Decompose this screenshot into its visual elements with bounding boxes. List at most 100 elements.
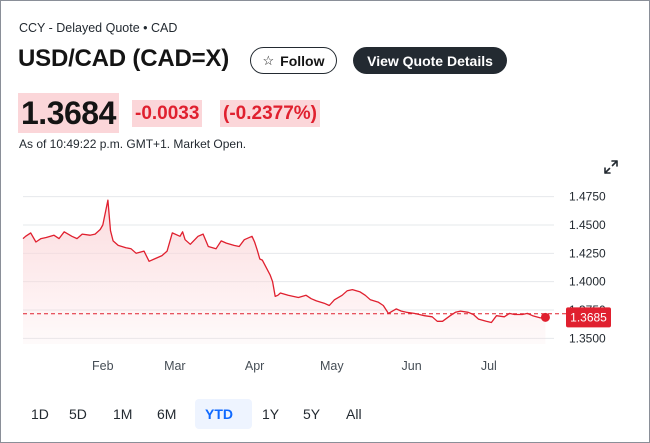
- data-point: [109, 229, 112, 232]
- price-change-percent: (-0.2377%): [220, 100, 320, 127]
- data-point: [112, 239, 115, 242]
- data-point: [467, 311, 470, 314]
- y-tick-label: 1.4000: [569, 275, 606, 289]
- x-tick-label: Jul: [481, 359, 497, 373]
- data-point: [34, 241, 37, 244]
- range-5y[interactable]: 5Y: [303, 406, 321, 422]
- price-area: [23, 200, 546, 344]
- data-point: [215, 247, 218, 250]
- data-point: [377, 301, 380, 304]
- data-point: [271, 280, 274, 283]
- range-5d[interactable]: 5D: [69, 406, 87, 422]
- data-point: [292, 295, 295, 298]
- data-point: [364, 294, 367, 297]
- data-point: [346, 289, 349, 292]
- data-point: [531, 314, 534, 317]
- data-point: [99, 228, 102, 231]
- page-title: USD/CAD (CAD=X): [18, 45, 230, 72]
- y-tick-label: 1.4750: [569, 191, 606, 204]
- expand-arrows-icon[interactable]: [603, 159, 619, 175]
- data-point: [94, 233, 97, 236]
- data-point: [143, 250, 146, 253]
- price-change: -0.0033: [132, 100, 203, 127]
- data-point: [76, 237, 79, 240]
- data-point: [395, 307, 398, 310]
- data-point: [207, 245, 210, 248]
- range-all[interactable]: All: [346, 406, 362, 422]
- data-point: [130, 247, 133, 250]
- data-point: [253, 241, 256, 244]
- data-point: [233, 244, 236, 247]
- x-tick-label: Apr: [245, 359, 264, 373]
- data-point: [423, 314, 426, 317]
- range-1d[interactable]: 1D: [31, 406, 49, 422]
- data-point: [269, 273, 272, 276]
- data-point: [459, 310, 462, 313]
- data-point: [117, 244, 120, 247]
- data-point: [279, 292, 282, 295]
- data-point: [413, 312, 416, 315]
- last-value-dot: [540, 312, 550, 322]
- data-point: [124, 246, 127, 249]
- data-point: [101, 224, 104, 227]
- data-point: [323, 302, 326, 305]
- data-point: [454, 311, 457, 314]
- data-point: [106, 199, 109, 202]
- data-point: [202, 233, 205, 236]
- data-point: [341, 294, 344, 297]
- data-point: [418, 313, 421, 316]
- data-point: [22, 237, 25, 240]
- data-point: [310, 297, 313, 300]
- y-tick-label: 1.4250: [569, 246, 606, 260]
- data-point: [166, 250, 169, 253]
- data-point: [276, 294, 279, 297]
- last-value-label: 1.3685: [570, 310, 607, 324]
- data-point: [521, 313, 524, 316]
- data-point: [153, 258, 156, 261]
- data-point: [274, 295, 277, 298]
- data-point: [287, 294, 290, 297]
- data-point: [243, 238, 246, 241]
- range-ytd[interactable]: YTD: [195, 399, 252, 429]
- data-point: [29, 231, 32, 234]
- data-point: [513, 313, 516, 316]
- data-point: [225, 242, 228, 245]
- data-point: [197, 235, 200, 238]
- range-6m[interactable]: 6M: [157, 406, 177, 422]
- data-point: [449, 314, 452, 317]
- data-point: [63, 230, 66, 233]
- data-point: [220, 239, 223, 242]
- data-point: [359, 290, 362, 293]
- data-point: [261, 259, 264, 262]
- follow-button[interactable]: ☆ Follow: [250, 47, 337, 74]
- x-tick-label: Jun: [402, 359, 422, 373]
- follow-label: Follow: [280, 52, 325, 69]
- data-point: [526, 312, 529, 315]
- data-point: [441, 320, 444, 323]
- data-point: [490, 321, 493, 324]
- y-tick-label: 1.3500: [569, 331, 606, 345]
- data-point: [58, 237, 61, 240]
- data-point: [333, 298, 336, 301]
- range-1y[interactable]: 1Y: [262, 406, 280, 422]
- data-point: [315, 299, 318, 302]
- price-line: [22, 199, 546, 324]
- range-1m[interactable]: 1M: [113, 406, 133, 422]
- x-tick-label: May: [320, 359, 344, 373]
- data-point: [328, 304, 331, 307]
- view-quote-details-button[interactable]: View Quote Details: [353, 47, 507, 74]
- data-point: [472, 313, 475, 316]
- exchange-line: CCY - Delayed Quote • CAD: [19, 21, 178, 35]
- data-point: [88, 234, 91, 237]
- data-point: [369, 298, 372, 301]
- star-icon: ☆: [262, 52, 275, 68]
- data-point: [179, 235, 182, 238]
- data-point: [40, 237, 43, 240]
- data-point: [305, 294, 308, 297]
- current-price: 1.3684: [18, 93, 119, 133]
- x-tick-label: Mar: [164, 359, 186, 373]
- data-point: [351, 288, 354, 291]
- data-point: [251, 235, 254, 238]
- price-chart[interactable]: 1.47501.45001.42501.40001.37501.35001.36…: [1, 191, 650, 381]
